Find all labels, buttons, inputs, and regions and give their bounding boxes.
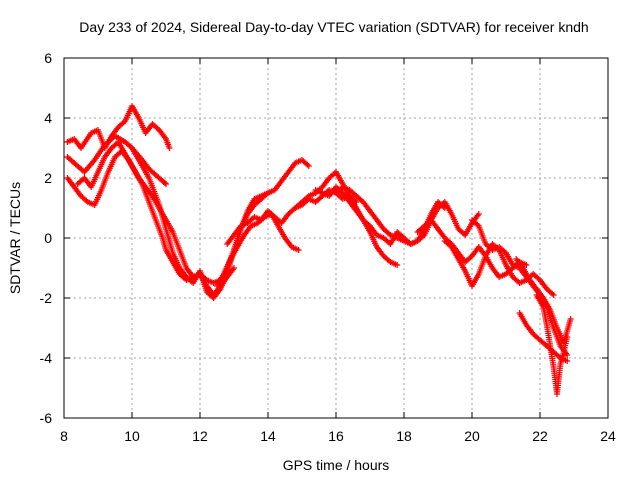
data-point	[394, 262, 401, 268]
series-track-3	[64, 148, 227, 286]
y-tick-label: -4	[40, 350, 53, 366]
series-track-10	[312, 184, 448, 247]
data-point	[166, 145, 173, 151]
y-tick-label: 6	[44, 50, 52, 66]
data-point	[305, 163, 312, 169]
chart-title: Day 233 of 2024, Sidereal Day-to-day VTE…	[79, 19, 588, 35]
x-tick-label: 12	[192, 428, 208, 444]
y-tick-label: -6	[40, 410, 53, 426]
x-tick-label: 22	[532, 428, 548, 444]
data-point	[475, 211, 482, 217]
data-point	[386, 257, 393, 264]
x-tick-label: 8	[60, 428, 68, 444]
y-tick-label: 4	[44, 110, 52, 126]
x-tick-label: 10	[124, 428, 140, 444]
data-point	[304, 161, 311, 168]
data-point	[567, 316, 574, 322]
x-tick-label: 18	[396, 428, 412, 444]
data-point	[163, 181, 169, 187]
data-point	[474, 221, 481, 228]
grid	[64, 58, 608, 418]
data-point	[549, 290, 556, 297]
series-track-9	[292, 169, 401, 268]
data-point	[564, 352, 571, 358]
data-point	[564, 334, 571, 340]
data-point	[231, 265, 237, 271]
data-point	[304, 194, 311, 201]
data-point	[120, 119, 127, 126]
data-point	[83, 197, 90, 204]
data-point	[550, 292, 557, 298]
x-tick-label: 20	[464, 428, 480, 444]
data-point	[523, 262, 530, 268]
data-point	[295, 247, 302, 253]
series-track-6	[217, 157, 312, 286]
data-point	[564, 358, 571, 364]
series-track-15	[513, 256, 574, 346]
data-point	[161, 180, 168, 186]
x-tick-label: 24	[600, 428, 616, 444]
x-axis-label: GPS time / hours	[283, 457, 390, 473]
data-point	[556, 353, 563, 360]
data-point	[386, 230, 393, 237]
series-track-17	[533, 292, 571, 397]
y-tick-label: 2	[44, 170, 52, 186]
x-tick-label: 16	[328, 428, 344, 444]
data-point	[420, 233, 427, 240]
plot-frame	[63, 57, 609, 419]
y-axis-label: SDTVAR / TECUs	[7, 182, 23, 294]
x-tick-label: 14	[260, 428, 276, 444]
y-tick-label: 0	[44, 230, 52, 246]
series-track-13	[441, 238, 557, 298]
y-tick-label: -2	[40, 290, 53, 306]
data-points	[64, 103, 574, 397]
